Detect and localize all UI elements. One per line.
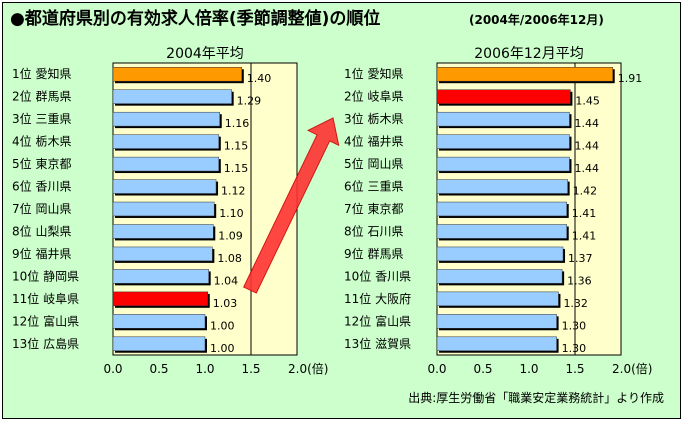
value-label: 1.00 xyxy=(210,342,235,355)
category-label: 10位 静岡県 xyxy=(12,268,79,283)
x-tick-label: 1.5 xyxy=(565,362,584,376)
bar xyxy=(112,111,220,127)
bar xyxy=(112,291,209,307)
value-label: 1.08 xyxy=(217,252,242,265)
x-tick-label: 1.0 xyxy=(519,362,538,376)
chart-panel-2004: 2004年平均 1位 愛知県 1.40 2位 群馬県 1.29 3位 三重県 1.16 4位 … xyxy=(12,46,328,376)
category-label: 1位 愛知県 xyxy=(344,66,403,81)
trend-arrow xyxy=(243,117,340,294)
value-label: 1.16 xyxy=(225,117,250,130)
main-title: ●都道府県別の有効求人倍率(季節調整値)の順位 xyxy=(10,8,380,29)
value-label: 1.15 xyxy=(224,140,249,153)
category-label: 12位 富山県 xyxy=(344,313,411,328)
bar xyxy=(112,156,220,172)
category-label: 11位 大阪府 xyxy=(344,291,411,306)
bar xyxy=(112,336,206,351)
x-tick-label: 2.0(倍) xyxy=(612,361,652,376)
bar xyxy=(436,269,563,284)
x-tick-label: 0.0 xyxy=(427,362,446,376)
main-subtitle: (2004年/2006年12月) xyxy=(469,12,604,27)
value-label: 1.41 xyxy=(572,207,597,220)
value-label: 1.45 xyxy=(575,95,600,108)
value-label: 1.12 xyxy=(221,185,246,198)
value-label: 1.44 xyxy=(574,162,599,175)
category-label: 4位 福井県 xyxy=(344,134,403,149)
category-label: 8位 石川県 xyxy=(344,223,403,238)
value-label: 1.44 xyxy=(574,117,599,130)
category-label: 7位 東京都 xyxy=(344,201,403,216)
bar xyxy=(436,134,570,149)
value-label: 1.40 xyxy=(247,72,271,85)
value-label: 1.32 xyxy=(563,297,588,310)
category-label: 1位 愛知県 xyxy=(12,66,71,81)
bar xyxy=(436,336,557,351)
category-label: 11位 岐阜県 xyxy=(12,291,79,306)
bar xyxy=(436,156,570,172)
value-label: 1.91 xyxy=(618,72,643,85)
x-tick-label: 0.5 xyxy=(149,362,168,376)
category-label: 5位 岡山県 xyxy=(344,156,403,171)
arrow-shape xyxy=(243,117,340,294)
category-label: 10位 香川県 xyxy=(344,268,411,283)
bar xyxy=(112,89,232,104)
value-label: 1.15 xyxy=(224,162,249,175)
category-label: 3位 栃木県 xyxy=(344,111,403,126)
category-label: 8位 山梨県 xyxy=(12,223,71,238)
bar xyxy=(436,67,613,82)
bar xyxy=(436,179,568,194)
category-label: 2位 群馬県 xyxy=(12,89,71,104)
x-tick-label: 1.5 xyxy=(241,362,260,376)
category-label: 12位 富山県 xyxy=(12,313,79,328)
chart-title-2004: 2004年平均 xyxy=(166,46,244,62)
bar xyxy=(112,179,217,194)
value-label: 1.30 xyxy=(562,342,587,355)
bar xyxy=(436,314,557,329)
category-label: 6位 香川県 xyxy=(12,179,71,194)
bar xyxy=(112,314,206,329)
value-label: 1.04 xyxy=(214,274,239,287)
category-label: 13位 滋賀県 xyxy=(344,336,411,351)
value-label: 1.44 xyxy=(574,140,599,153)
bar xyxy=(112,134,220,149)
value-label: 1.42 xyxy=(573,185,598,198)
x-tick-label: 0.5 xyxy=(473,362,492,376)
value-label: 1.09 xyxy=(218,229,243,242)
x-tick-label: 1.0 xyxy=(195,362,214,376)
chart-panel-2006: 2006年12月平均 1位 愛知県 1.91 2位 岐阜県 1.45 3位 栃木県 1.44… xyxy=(344,46,652,376)
category-label: 7位 岡山県 xyxy=(12,201,71,216)
category-label: 2位 岐阜県 xyxy=(344,89,403,104)
value-label: 1.41 xyxy=(572,229,597,242)
chart-title-2006: 2006年12月平均 xyxy=(474,46,583,62)
bar xyxy=(436,224,567,239)
category-label: 3位 三重県 xyxy=(12,111,71,126)
bar xyxy=(112,201,215,217)
bar xyxy=(112,67,243,82)
bar xyxy=(112,246,213,262)
value-label: 1.36 xyxy=(567,274,592,287)
category-label: 9位 福井県 xyxy=(12,246,71,261)
value-label: 1.37 xyxy=(568,252,593,265)
source-note: 出典:厚生労働省「職業安定業務統計」より作成 xyxy=(408,390,664,405)
category-label: 5位 東京都 xyxy=(12,156,71,171)
value-label: 1.00 xyxy=(210,319,235,332)
bar xyxy=(436,89,571,104)
bar xyxy=(112,269,209,284)
value-label: 1.03 xyxy=(213,297,238,310)
x-tick-label: 0.0 xyxy=(103,362,122,376)
value-label: 1.10 xyxy=(219,207,244,220)
x-tick-label: 2.0(倍) xyxy=(288,361,328,376)
bar xyxy=(436,111,570,127)
value-label: 1.29 xyxy=(237,95,262,108)
category-label: 6位 三重県 xyxy=(344,179,403,194)
bar xyxy=(436,291,559,307)
bar xyxy=(112,224,214,239)
bar xyxy=(436,201,567,217)
value-label: 1.30 xyxy=(562,319,587,332)
category-label: 13位 広島県 xyxy=(12,336,79,351)
category-label: 9位 群馬県 xyxy=(344,246,403,261)
category-label: 4位 栃木県 xyxy=(12,134,71,149)
bar xyxy=(436,246,564,262)
